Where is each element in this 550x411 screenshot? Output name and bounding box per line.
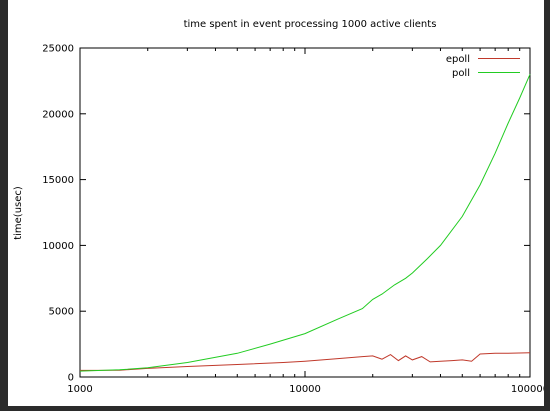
legend-label-poll: poll bbox=[452, 68, 470, 79]
x-tick-label: 100000 bbox=[511, 384, 544, 395]
y-tick-label: 25000 bbox=[42, 44, 74, 55]
x-tick-label: 10000 bbox=[289, 384, 321, 395]
y-tick-label: 15000 bbox=[42, 175, 74, 186]
y-tick-label: 0 bbox=[68, 373, 74, 384]
x-tick-label: 1000 bbox=[67, 384, 92, 395]
series-line-epoll bbox=[79, 352, 531, 371]
y-axis-label: time(usec) bbox=[13, 186, 24, 240]
chart-frame: time spent in event processing 1000 acti… bbox=[8, 0, 544, 406]
legend-label-epoll: epoll bbox=[446, 54, 470, 65]
chart-title: time spent in event processing 1000 acti… bbox=[184, 19, 437, 30]
plot-border bbox=[79, 47, 531, 378]
y-tick-label: 10000 bbox=[42, 241, 74, 252]
plot-area: 0 5000 10000 15000 20000 25000 1000 10000 100000 bbox=[42, 44, 544, 396]
legend: epoll poll bbox=[446, 54, 520, 79]
series-line-poll bbox=[79, 74, 531, 372]
y-tick-label: 20000 bbox=[42, 109, 74, 120]
line-chart: time spent in event processing 1000 acti… bbox=[13, 19, 544, 396]
y-tick-label: 5000 bbox=[49, 307, 74, 318]
